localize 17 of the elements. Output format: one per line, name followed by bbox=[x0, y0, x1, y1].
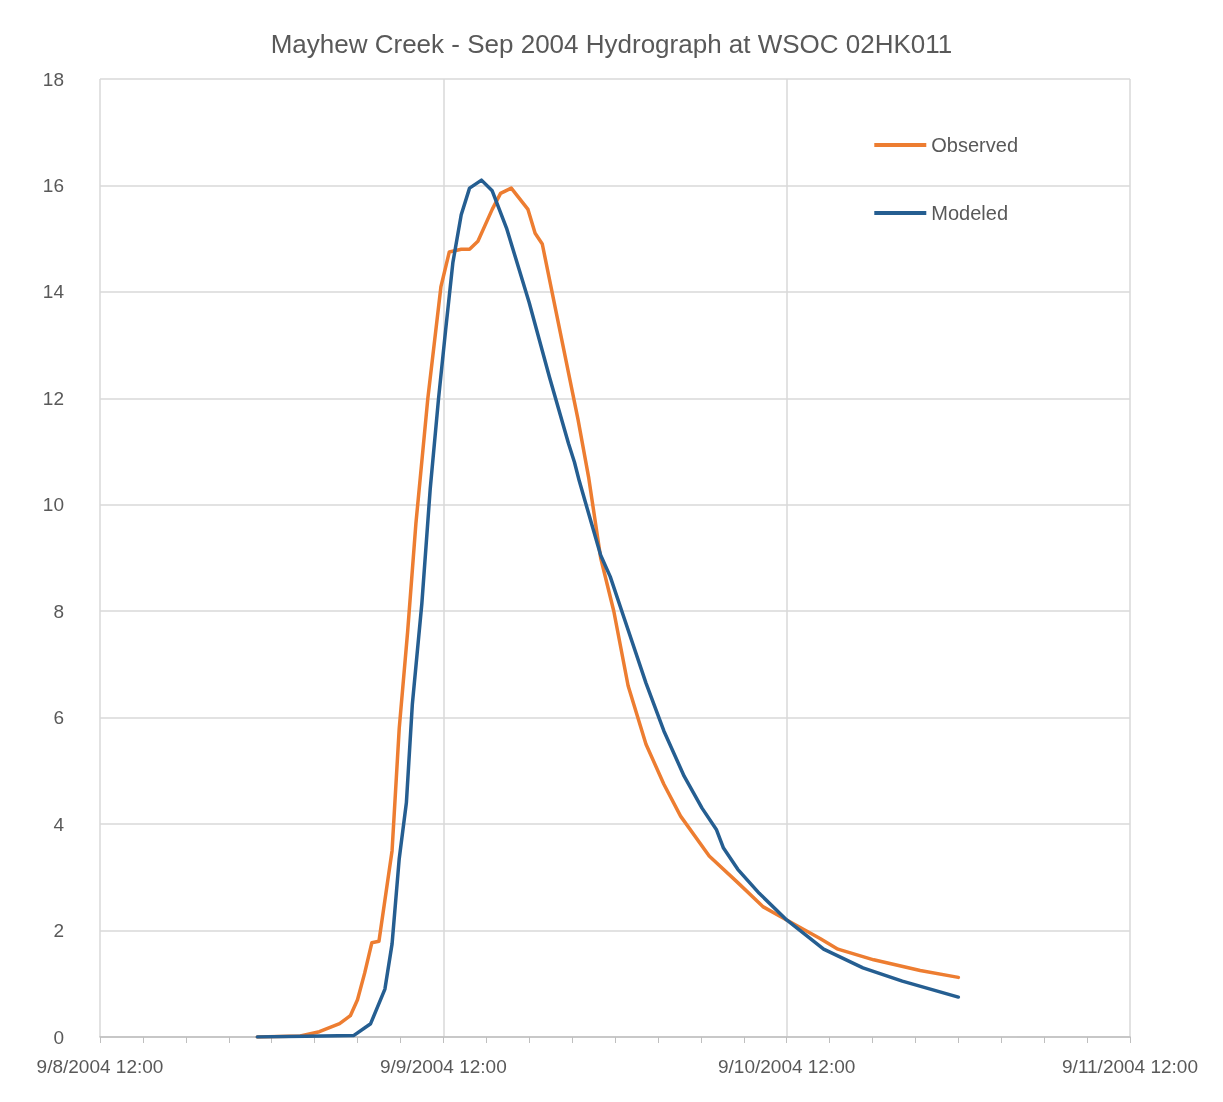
x-tick-label: 9/8/2004 12:00 bbox=[36, 1056, 164, 1077]
y-tick-label: 10 bbox=[42, 494, 64, 516]
y-tick-label: 0 bbox=[53, 1026, 64, 1048]
x-tick-label: 9/10/2004 12:00 bbox=[717, 1056, 856, 1077]
y-tick-label: 18 bbox=[42, 68, 64, 90]
chart-title: Mayhew Creek - Sep 2004 Hydrograph at WSOC 02HK011 bbox=[270, 29, 953, 59]
y-tick-label: 16 bbox=[42, 174, 64, 196]
y-tick-label: 6 bbox=[53, 707, 64, 729]
x-tick-label: 9/9/2004 12:00 bbox=[379, 1056, 507, 1077]
legend-label: Modeled bbox=[931, 202, 1009, 224]
y-tick-label: 4 bbox=[53, 813, 65, 835]
y-tick-label: 2 bbox=[53, 920, 64, 942]
y-tick-label: 12 bbox=[42, 387, 64, 409]
legend-label: Observed bbox=[931, 134, 1019, 156]
x-tick-label: 9/11/2004 12:00 bbox=[1062, 1056, 1198, 1077]
y-tick-label: 14 bbox=[42, 281, 65, 303]
y-tick-label: 8 bbox=[53, 600, 64, 622]
